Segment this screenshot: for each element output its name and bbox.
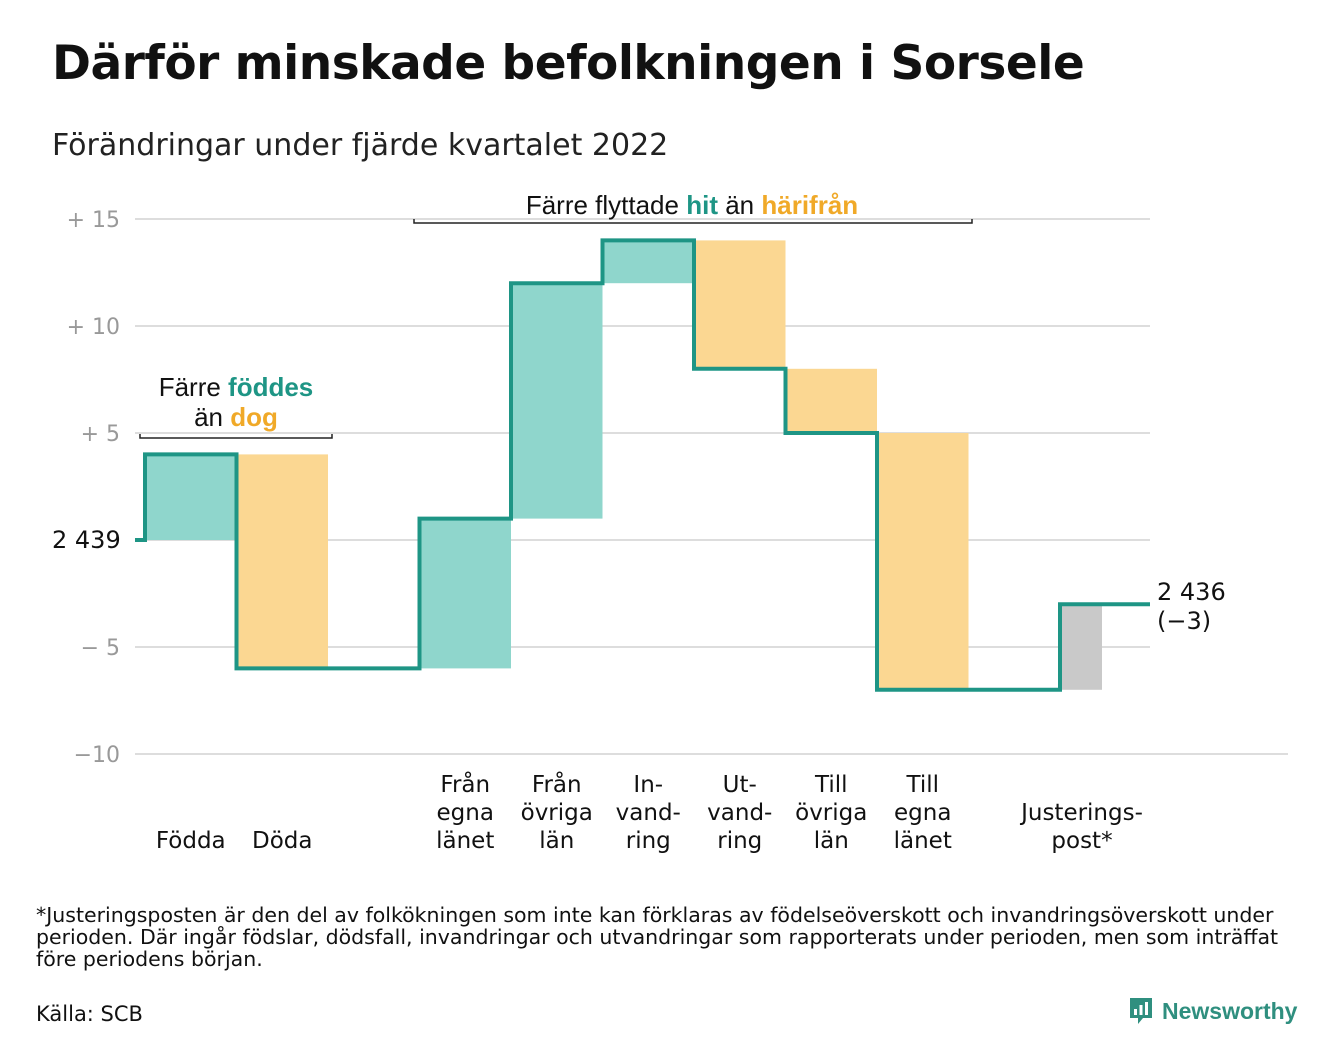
annotation-text: Färre föddes <box>159 372 314 402</box>
category-label: övriga <box>795 800 867 826</box>
annotation-part: Färre flyttade <box>526 190 686 220</box>
end-value-label: (−3) <box>1157 607 1211 635</box>
category-label: ring <box>626 828 671 854</box>
category-label: län <box>814 828 849 854</box>
category-label: Döda <box>252 828 312 854</box>
category-label: länet <box>436 828 494 854</box>
category-label: egna <box>437 800 494 826</box>
step-line <box>135 238 1150 692</box>
category-label: Ut- <box>723 772 757 798</box>
waterfall-chart: + 15+ 10+ 5− 5−10 Födda DödaFrånegnalänet… <box>52 190 1288 854</box>
category-label: Justerings- <box>1019 800 1143 826</box>
brand-logo: Newsworthy <box>1128 996 1297 1026</box>
annotation-part: än <box>194 402 230 432</box>
bar-döda <box>236 454 328 669</box>
bar-layer <box>145 240 1102 690</box>
y-tick-label: + 10 <box>67 315 120 340</box>
category-label: Från <box>440 770 490 798</box>
category-label: vand- <box>707 800 772 826</box>
y-tick-label: − 5 <box>81 636 120 661</box>
category-label: vand- <box>616 800 681 826</box>
category-label: post* <box>1051 828 1112 854</box>
annotation-bracket <box>413 219 973 224</box>
annotation-bracket <box>139 434 333 439</box>
category-label: länet <box>894 828 952 854</box>
bar-invandring <box>602 240 694 284</box>
annotation-part: dog <box>230 402 278 432</box>
annotation-part: föddes <box>228 372 313 402</box>
bar-justeringspost- <box>1062 604 1102 690</box>
y-tick-label: −10 <box>74 743 120 768</box>
brand-name: Newsworthy <box>1162 997 1298 1024</box>
footnote: *Justeringsposten är den del av folkökni… <box>36 903 1279 971</box>
annotation-part: Färre <box>159 372 228 402</box>
category-label: In- <box>633 772 663 798</box>
category-label: Födda <box>156 828 226 854</box>
category-label: Till <box>814 772 848 798</box>
label-layer: Födda DödaFrånegnalänetFrånövrigalänIn-va… <box>52 526 1226 854</box>
y-tick-label: + 5 <box>81 422 120 447</box>
bar-utvandring <box>694 240 786 369</box>
category-label: övriga <box>521 800 593 826</box>
annotation-part: hit <box>686 190 718 220</box>
category-label: ring <box>717 828 762 854</box>
category-label: Till <box>905 772 939 798</box>
y-tick-label: + 15 <box>67 208 120 233</box>
bar-från-egna-länet <box>419 518 511 669</box>
end-value-label: 2 436 <box>1157 578 1226 606</box>
bar-från-övriga-län <box>511 283 603 519</box>
annotation-text: än dog <box>194 402 278 432</box>
bar-till-egna-länet <box>877 433 969 690</box>
annotation-text: Färre flyttade hit än härifrån <box>526 190 858 220</box>
category-label: län <box>539 828 574 854</box>
source-note: Källa: SCB <box>36 1002 143 1026</box>
annotation-part: än <box>718 190 761 220</box>
chart-title: Därför minskade befolkningen i Sorsele <box>52 36 1085 91</box>
chart-subtitle: Förändringar under fjärde kvartalet 2022 <box>52 128 669 163</box>
category-label: egna <box>894 800 951 826</box>
category-label: Från <box>532 770 582 798</box>
start-value-label: 2 439 <box>52 526 121 554</box>
line-layer <box>135 238 1150 692</box>
bar-födda <box>145 454 237 540</box>
newsworthy-chart-icon <box>1130 998 1152 1024</box>
annotation-part: härifrån <box>761 190 858 220</box>
bar-till-övriga-län <box>785 368 877 433</box>
